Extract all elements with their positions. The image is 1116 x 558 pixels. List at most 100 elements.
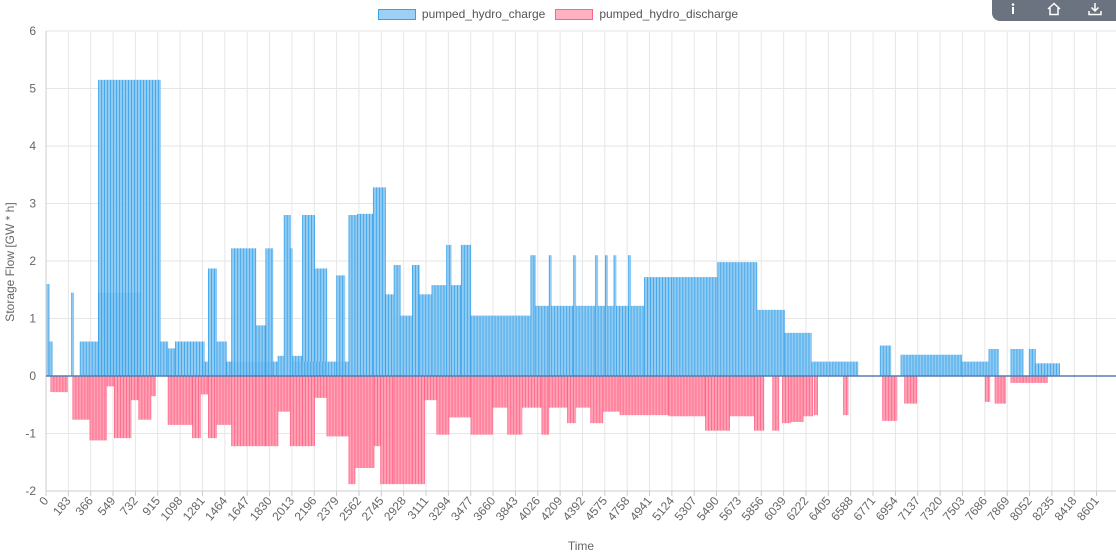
charge-bar	[613, 255, 617, 376]
x-tick-labels: 0183366549732915109812811464164718302013…	[36, 494, 1102, 524]
discharge-bar	[995, 376, 1007, 404]
x-tick-label: 2745	[359, 494, 387, 524]
discharge-bar	[89, 376, 108, 441]
y-tick-label: 0	[29, 369, 36, 383]
charge-bar	[431, 285, 447, 376]
charge-bar	[784, 332, 812, 376]
charge-bar	[811, 361, 859, 376]
chart-toolbar	[992, 0, 1116, 21]
charge-bar	[357, 213, 374, 376]
charge-bar	[46, 284, 50, 376]
discharge-bar	[843, 376, 849, 416]
discharge-bar	[326, 376, 343, 437]
x-tick-label: 6954	[873, 494, 901, 524]
series-discharge	[50, 376, 1048, 485]
charge-bar	[292, 361, 337, 376]
discharge-bar	[985, 376, 991, 402]
x-tick-label: 6039	[761, 494, 789, 524]
charge-bar	[598, 305, 606, 376]
x-tick-label: 366	[72, 494, 96, 519]
x-tick-label: 1281	[180, 494, 208, 524]
charge-bar	[446, 244, 452, 376]
discharge-bar	[380, 376, 395, 485]
x-tick-label: 6771	[850, 494, 878, 524]
charge-bar	[551, 305, 574, 376]
x-tick-label: 5124	[649, 494, 677, 524]
discharge-bar	[256, 376, 266, 447]
legend: pumped_hydro_charge pumped_hydro_dischar…	[0, 7, 1116, 21]
x-tick-label: 6588	[828, 494, 856, 524]
discharge-bar	[72, 376, 90, 420]
legend-item-charge[interactable]: pumped_hydro_charge	[377, 7, 545, 21]
x-tick-label: 4941	[627, 494, 655, 524]
charge-bar	[412, 265, 420, 376]
discharge-bar	[602, 376, 621, 412]
x-tick-label: 2379	[314, 494, 342, 524]
charge-bar	[290, 248, 293, 376]
charge-bar	[962, 361, 989, 376]
charge-bar	[461, 244, 472, 376]
legend-swatch-discharge	[555, 8, 594, 20]
x-tick-label: 3660	[470, 494, 498, 524]
charge-bar	[71, 292, 75, 376]
x-tick-label: 3294	[426, 494, 454, 524]
axes	[45, 31, 1116, 492]
x-tick-label: 3111	[405, 494, 432, 522]
y-tick-labels: -2 -1 0 1 2 3 4 5 6	[25, 24, 36, 498]
x-tick-label: 1830	[247, 494, 275, 524]
charge-bar	[168, 348, 176, 376]
x-tick-label: 5307	[672, 494, 700, 524]
charge-bar	[549, 255, 552, 376]
discharge-bar	[217, 376, 232, 425]
x-tick-label: 6405	[806, 494, 834, 524]
x-tick-label: 732	[117, 494, 141, 519]
x-tick-label: 8052	[1007, 494, 1035, 524]
x-tick-label: 2928	[381, 494, 409, 524]
discharge-bar	[720, 376, 731, 431]
y-tick-label: 5	[29, 82, 36, 96]
discharge-bar	[507, 376, 523, 435]
discharge-bar	[131, 376, 139, 401]
charge-bar	[348, 215, 358, 376]
x-tick-label: 4758	[605, 494, 633, 524]
y-tick-label: 4	[29, 139, 36, 153]
x-tick-label: 1464	[202, 494, 230, 524]
discharge-bar	[814, 376, 818, 416]
charge-bar	[265, 248, 274, 376]
discharge-bar	[782, 376, 792, 424]
y-tick-label: 6	[29, 24, 36, 38]
discharge-bar	[192, 376, 202, 439]
x-tick-label: 7503	[940, 494, 968, 524]
charge-bar	[98, 79, 161, 376]
charge-bar	[208, 268, 218, 376]
x-tick-label: 7320	[918, 494, 946, 524]
x-tick-label: 5856	[739, 494, 767, 524]
x-tick-label: 2013	[269, 494, 297, 524]
charge-bar	[49, 341, 53, 376]
y-axis-label: Storage Flow [GW * h]	[3, 202, 17, 321]
x-tick-label: 8418	[1052, 494, 1080, 524]
legend-item-discharge[interactable]: pumped_hydro_discharge	[555, 7, 738, 21]
download-icon[interactable]	[1084, 0, 1106, 18]
x-tick-label: 4575	[582, 494, 610, 524]
charge-bar	[530, 255, 536, 376]
x-tick-label: 5673	[716, 494, 744, 524]
x-tick-label: 0	[36, 494, 51, 508]
charge-bar	[256, 325, 266, 376]
discharge-bar	[208, 376, 218, 439]
home-icon[interactable]	[1043, 0, 1065, 18]
x-tick-label: 2196	[292, 494, 320, 524]
charge-bar	[573, 255, 577, 376]
x-tick-label: 4392	[560, 494, 588, 524]
charge-bar	[217, 341, 227, 376]
y-tick-label: -1	[25, 427, 36, 441]
x-tick-label: 3843	[493, 494, 521, 524]
charge-bar	[226, 361, 232, 376]
charge-bar	[160, 341, 169, 376]
discharge-bar	[107, 376, 115, 387]
charge-bar	[451, 285, 462, 376]
info-icon[interactable]	[1002, 0, 1024, 18]
y-tick-label: 1	[29, 312, 36, 326]
x-tick-label: 5490	[694, 494, 722, 524]
charge-bar	[595, 255, 599, 376]
